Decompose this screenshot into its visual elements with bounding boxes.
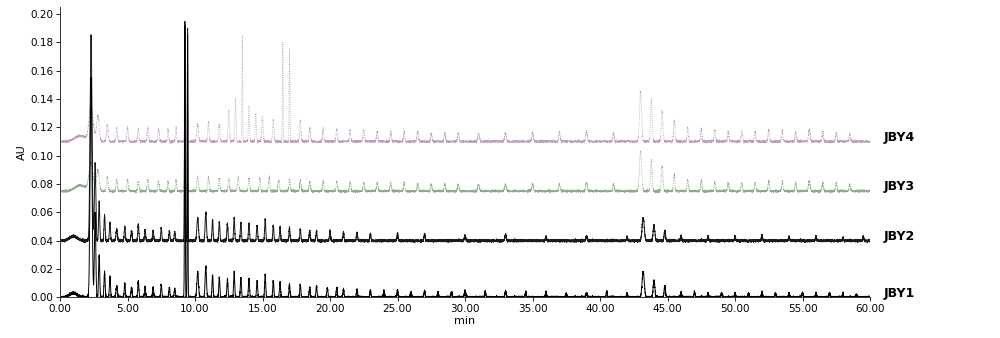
Y-axis label: AU: AU (17, 144, 27, 160)
Text: JBY2: JBY2 (884, 230, 915, 243)
Text: JBY4: JBY4 (884, 131, 915, 144)
Text: JBY1: JBY1 (884, 287, 915, 300)
X-axis label: min: min (454, 316, 476, 326)
Text: JBY3: JBY3 (884, 180, 915, 193)
